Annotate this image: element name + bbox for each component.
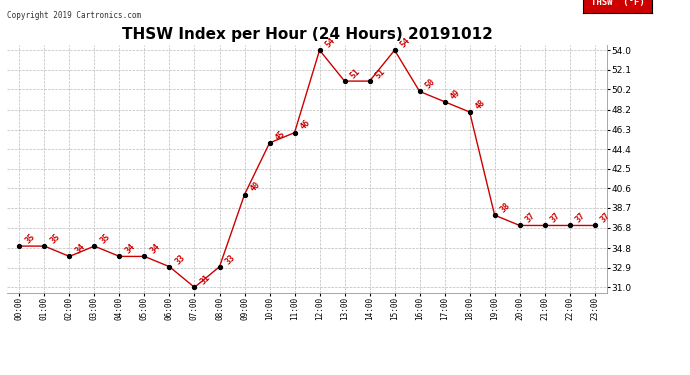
Point: [39, 243, 50, 249]
Point: [14, 243, 25, 249]
Point: [189, 284, 200, 290]
Text: 33: 33: [174, 252, 187, 266]
Point: [589, 222, 600, 228]
Text: 35: 35: [48, 232, 62, 245]
Point: [239, 192, 250, 198]
Point: [539, 222, 550, 228]
Text: 35: 35: [23, 232, 37, 245]
Point: [364, 78, 375, 84]
Text: THSW  (°F): THSW (°F): [591, 0, 644, 8]
Text: 37: 37: [524, 211, 538, 225]
Point: [289, 130, 300, 136]
Point: [214, 264, 225, 270]
Point: [564, 222, 575, 228]
Text: 37: 37: [574, 211, 587, 225]
Text: 48: 48: [474, 98, 487, 111]
Text: 31: 31: [199, 273, 212, 286]
Point: [164, 264, 175, 270]
Point: [314, 47, 325, 53]
Text: 35: 35: [99, 232, 112, 245]
Text: 34: 34: [124, 242, 137, 256]
Point: [264, 140, 275, 146]
Text: 34: 34: [74, 242, 87, 256]
Point: [139, 254, 150, 260]
Point: [514, 222, 525, 228]
Point: [439, 99, 450, 105]
Text: 45: 45: [274, 129, 287, 142]
Point: [114, 254, 125, 260]
Point: [64, 254, 75, 260]
Text: 51: 51: [348, 67, 362, 80]
Text: 50: 50: [424, 77, 437, 91]
Text: 49: 49: [448, 87, 462, 101]
Text: Copyright 2019 Cartronics.com: Copyright 2019 Cartronics.com: [7, 11, 141, 20]
Point: [339, 78, 350, 84]
Title: THSW Index per Hour (24 Hours) 20191012: THSW Index per Hour (24 Hours) 20191012: [121, 27, 493, 42]
Text: 37: 37: [549, 211, 562, 225]
Point: [89, 243, 100, 249]
Text: 54: 54: [324, 36, 337, 50]
Text: 46: 46: [299, 118, 312, 132]
Text: 40: 40: [248, 180, 262, 194]
Text: 51: 51: [374, 67, 387, 80]
Text: 33: 33: [224, 252, 237, 266]
Text: 54: 54: [399, 36, 412, 50]
Point: [489, 212, 500, 218]
Point: [464, 109, 475, 115]
Point: [414, 88, 425, 94]
Point: [389, 47, 400, 53]
Text: 38: 38: [499, 201, 512, 214]
Text: 34: 34: [148, 242, 162, 256]
Text: 37: 37: [599, 211, 612, 225]
